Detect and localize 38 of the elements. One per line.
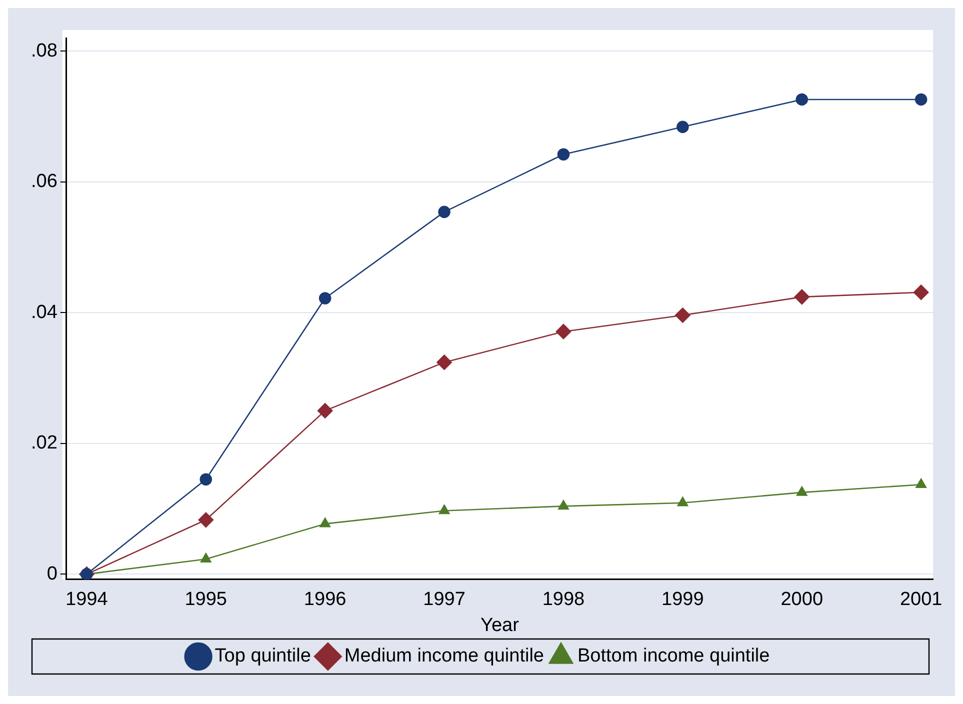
y-tick-label: .02 bbox=[30, 432, 58, 454]
x-tick-label: 1998 bbox=[542, 589, 585, 610]
x-tick-label: 2001 bbox=[900, 589, 942, 610]
y-tick-label: .04 bbox=[30, 302, 58, 323]
x-axis-title: Year bbox=[480, 614, 520, 636]
point bbox=[794, 289, 810, 305]
x-tick-label: 2000 bbox=[780, 589, 824, 610]
point bbox=[796, 93, 808, 106]
legend-label: Top quintile bbox=[214, 646, 311, 667]
point bbox=[557, 148, 570, 161]
point bbox=[198, 512, 214, 528]
y-tick-label: .06 bbox=[30, 171, 58, 192]
x-tick-label: 1994 bbox=[66, 589, 108, 610]
point bbox=[318, 292, 332, 304]
point bbox=[676, 120, 689, 134]
point bbox=[913, 284, 929, 300]
point bbox=[438, 504, 450, 514]
x-tick-label: 1997 bbox=[423, 589, 466, 610]
point bbox=[320, 518, 330, 528]
point bbox=[436, 354, 452, 370]
point bbox=[558, 500, 569, 510]
point bbox=[317, 403, 333, 418]
point bbox=[200, 552, 212, 563]
legend-label: Medium income quintile bbox=[344, 646, 544, 667]
legend-label: Bottom income quintile bbox=[578, 646, 770, 667]
point bbox=[914, 93, 928, 106]
y-tick-label: 0 bbox=[46, 563, 58, 584]
x-tick-label: 1995 bbox=[184, 589, 228, 610]
point bbox=[796, 486, 808, 496]
point bbox=[438, 206, 450, 218]
point bbox=[200, 473, 212, 486]
point bbox=[556, 324, 572, 340]
point bbox=[677, 496, 688, 506]
y-tick-label: .08 bbox=[30, 40, 58, 62]
x-tick-label: 1996 bbox=[304, 589, 346, 610]
point bbox=[916, 478, 926, 488]
x-tick-label: 1999 bbox=[662, 589, 704, 610]
point bbox=[675, 308, 690, 323]
